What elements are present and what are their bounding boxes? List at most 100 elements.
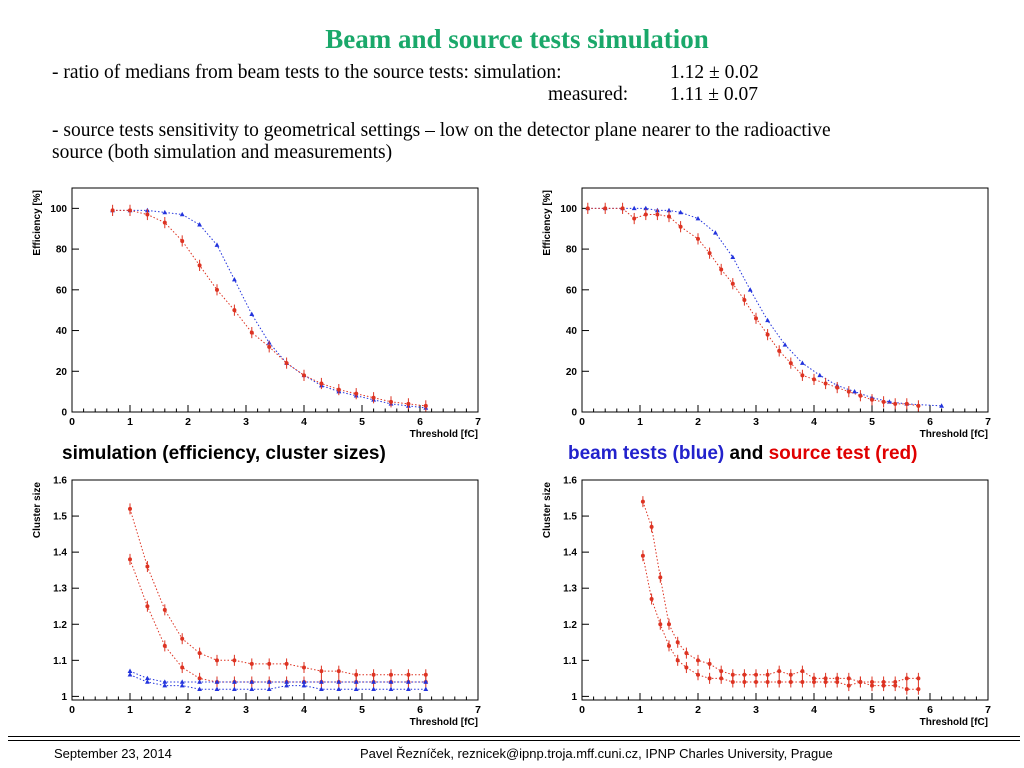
x-tick-label: 7 — [985, 704, 991, 716]
y-axis-label: Cluster size — [542, 482, 553, 539]
data-point — [696, 658, 700, 663]
data-point — [696, 672, 700, 677]
y-tick-label: 1.1 — [53, 656, 67, 667]
data-point — [197, 686, 202, 691]
x-tick-label: 1 — [127, 704, 133, 716]
data-point — [675, 640, 680, 645]
data-point — [145, 675, 150, 681]
footer-author: Pavel Řezníček, reznicek@ipnp.troja.mff.… — [360, 746, 833, 761]
data-point — [870, 397, 874, 402]
data-point — [730, 672, 735, 677]
data-point — [782, 342, 788, 347]
data-point — [266, 679, 272, 684]
data-point — [301, 682, 307, 688]
data-point — [823, 679, 828, 684]
data-point — [788, 361, 793, 366]
footer-rule-bottom — [8, 740, 1020, 741]
data-point — [371, 672, 376, 677]
y-tick-label: 40 — [56, 326, 68, 337]
data-point — [788, 679, 793, 684]
y-tick-label: 80 — [566, 245, 578, 256]
x-axis-label: Threshold [fC] — [920, 717, 988, 728]
data-point — [835, 385, 840, 390]
data-point — [249, 330, 254, 335]
data-point — [319, 669, 324, 674]
data-point — [232, 277, 237, 282]
series-line — [129, 559, 426, 683]
x-tick-label: 1 — [637, 416, 643, 428]
data-point — [179, 679, 185, 684]
data-point — [858, 679, 863, 684]
data-point — [904, 676, 909, 681]
data-point — [336, 669, 341, 674]
data-point — [232, 679, 237, 684]
data-point — [666, 207, 672, 213]
data-point — [180, 238, 185, 243]
data-point — [128, 506, 132, 511]
sensitivity-line-2: source (both simulation and measurements… — [52, 142, 393, 163]
data-point — [667, 643, 671, 648]
x-tick-label: 3 — [753, 704, 759, 716]
data-point — [179, 682, 185, 688]
data-point — [707, 676, 712, 681]
data-point — [719, 267, 724, 272]
data-point — [800, 679, 805, 684]
data-point — [406, 686, 411, 691]
footer-date: September 23, 2014 — [54, 746, 172, 761]
data-point — [667, 214, 671, 219]
data-point — [145, 679, 150, 684]
data-point — [214, 686, 220, 691]
series-line — [129, 674, 426, 690]
data-point — [707, 661, 712, 666]
y-tick-label: 1.1 — [563, 656, 577, 667]
data-point — [232, 658, 237, 663]
data-point — [266, 686, 272, 691]
ratio-sim-value: 1.12 ± 0.02 — [670, 62, 759, 83]
y-tick-label: 1 — [571, 692, 577, 703]
data-point — [249, 686, 255, 691]
data-point — [145, 212, 150, 217]
data-point — [354, 391, 359, 396]
data-point — [777, 669, 782, 674]
data-point — [232, 686, 237, 691]
data-point — [852, 389, 857, 394]
data-point — [180, 636, 185, 641]
data-point — [162, 643, 167, 648]
data-point — [695, 215, 701, 221]
y-tick-label: 20 — [56, 367, 68, 378]
y-tick-label: 1.4 — [53, 548, 67, 559]
data-point — [179, 211, 185, 217]
data-point — [145, 604, 150, 609]
data-point — [800, 373, 805, 378]
data-point — [423, 686, 429, 691]
plot-frame — [71, 187, 479, 413]
data-point — [730, 281, 735, 286]
data-point — [127, 672, 133, 677]
data-point — [284, 679, 289, 684]
data-point — [388, 686, 394, 691]
data-point — [371, 686, 376, 691]
data-point — [128, 208, 132, 213]
data-point — [319, 679, 324, 684]
data-point — [742, 298, 747, 302]
x-tick-label: 0 — [579, 416, 585, 428]
x-tick-label: 1 — [127, 416, 133, 428]
data-point — [180, 665, 185, 670]
x-tick-label: 6 — [927, 704, 933, 716]
data-point — [302, 373, 306, 378]
y-tick-label: 100 — [50, 204, 67, 215]
data-point — [904, 687, 909, 692]
y-tick-label: 80 — [56, 245, 68, 256]
data-point — [406, 401, 411, 406]
data-point — [707, 251, 712, 256]
data-point — [870, 683, 874, 688]
x-tick-label: 2 — [695, 416, 701, 428]
y-tick-label: 1.5 — [53, 512, 67, 523]
data-point — [916, 403, 921, 408]
x-tick-label: 2 — [695, 704, 701, 716]
data-point — [631, 205, 637, 211]
data-point — [643, 205, 649, 211]
y-tick-label: 0 — [571, 408, 577, 419]
x-tick-label: 2 — [185, 704, 191, 716]
